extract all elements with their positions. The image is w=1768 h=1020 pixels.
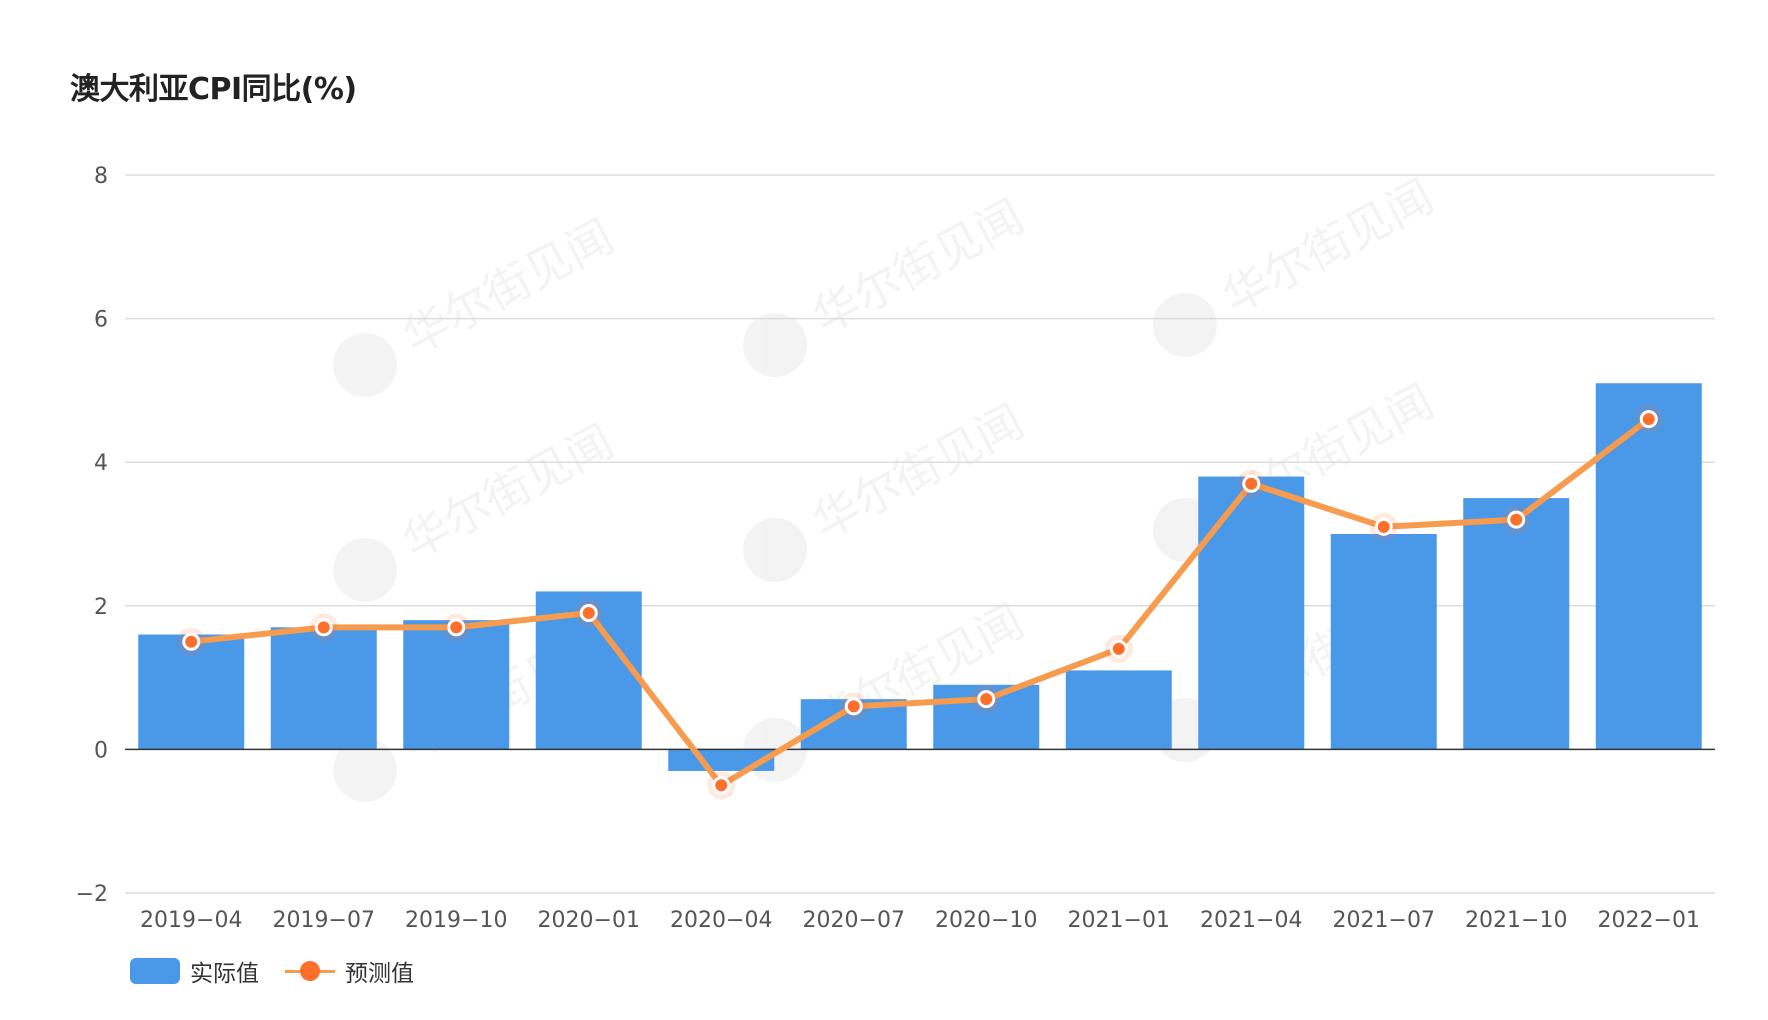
watermark-text: 华尔街见闻: [394, 209, 622, 365]
data-point: [712, 776, 731, 795]
legend-bar-swatch: [130, 958, 180, 984]
legend-line-swatch: [285, 958, 335, 984]
data-point: [1109, 639, 1128, 658]
bar: [1330, 534, 1437, 750]
bar: [1463, 498, 1570, 750]
watermark: 华尔街见闻: [743, 394, 1032, 582]
y-tick-label: 6: [94, 308, 108, 333]
x-tick-label: 2020−01: [538, 908, 640, 933]
legend: 实际值 预测值: [130, 954, 440, 988]
watermark-logo-icon: [743, 313, 807, 377]
watermark: 华尔街见闻: [333, 414, 622, 602]
watermark-text: 华尔街见闻: [804, 189, 1032, 345]
x-tick-label: 2021−10: [1465, 908, 1567, 933]
legend-item-actual[interactable]: 实际值: [130, 954, 259, 988]
x-tick-label: 2019−07: [273, 908, 375, 933]
data-point: [579, 603, 598, 622]
watermark: 华尔街见闻: [1153, 169, 1442, 357]
bar: [138, 634, 245, 750]
watermark-text: 华尔街见闻: [394, 414, 622, 570]
bar: [1065, 670, 1172, 750]
x-tick-label: 2020−04: [670, 908, 772, 933]
x-tick-label: 2020−07: [803, 908, 905, 933]
x-tick-label: 2022−01: [1598, 908, 1700, 933]
chart-title: 澳大利亚CPI同比(%): [70, 72, 357, 107]
y-tick-label: 8: [94, 164, 108, 189]
watermark-logo-icon: [333, 333, 397, 397]
legend-label-forecast: 预测值: [345, 961, 414, 987]
legend-label-actual: 实际值: [190, 961, 259, 987]
watermark-logo-icon: [333, 538, 397, 602]
legend-item-forecast[interactable]: 预测值: [285, 954, 414, 988]
grid-lines: [125, 174, 1715, 894]
x-axis-ticks: 2019−04 2019−07 2019−10 2020−01 2020−04 2020−…: [140, 908, 1700, 933]
watermark-logo-icon: [1153, 293, 1217, 357]
x-tick-label: 2020−10: [935, 908, 1037, 933]
data-point: [447, 618, 466, 637]
watermark-text: 华尔街见闻: [1214, 169, 1442, 325]
watermark-logo-icon: [333, 738, 397, 802]
bar: [1198, 476, 1305, 750]
watermark: 华尔街见闻: [333, 209, 622, 397]
forecast-line: [188, 416, 1652, 789]
bar: [1595, 383, 1702, 750]
y-tick-label: 0: [94, 738, 108, 763]
y-axis-ticks: −2 0 2 4 6 8: [76, 164, 108, 907]
data-point: [182, 632, 201, 651]
x-tick-label: 2021−07: [1333, 908, 1435, 933]
data-point: [314, 618, 333, 637]
data-point: [977, 690, 996, 709]
y-tick-label: −2: [76, 882, 108, 907]
x-tick-label: 2019−04: [140, 908, 242, 933]
data-point: [1374, 517, 1393, 536]
line-series: [177, 405, 1663, 800]
watermark-text: 华尔街见闻: [804, 394, 1032, 550]
x-tick-label: 2021−01: [1068, 908, 1170, 933]
data-point: [1507, 510, 1526, 529]
data-point: [1639, 410, 1658, 429]
x-tick-label: 2019−10: [405, 908, 507, 933]
data-point: [844, 697, 863, 716]
bar: [270, 627, 377, 750]
watermark: 华尔街见闻: [743, 189, 1032, 377]
y-tick-label: 4: [94, 451, 108, 476]
watermark-logo-icon: [743, 518, 807, 582]
x-tick-label: 2021−04: [1200, 908, 1302, 933]
y-tick-label: 2: [94, 595, 108, 620]
bar: [403, 620, 510, 750]
data-point: [1242, 474, 1261, 493]
